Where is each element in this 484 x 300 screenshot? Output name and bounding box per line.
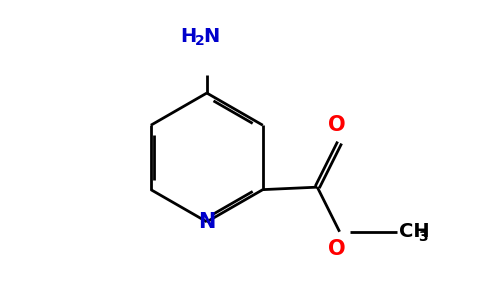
Text: N: N <box>198 212 215 232</box>
Text: 3: 3 <box>418 230 427 244</box>
Text: CH: CH <box>399 222 430 241</box>
Text: N: N <box>204 27 220 46</box>
Text: 2: 2 <box>195 34 204 48</box>
Text: O: O <box>328 239 346 259</box>
Text: O: O <box>328 115 346 135</box>
Text: H: H <box>180 27 196 46</box>
